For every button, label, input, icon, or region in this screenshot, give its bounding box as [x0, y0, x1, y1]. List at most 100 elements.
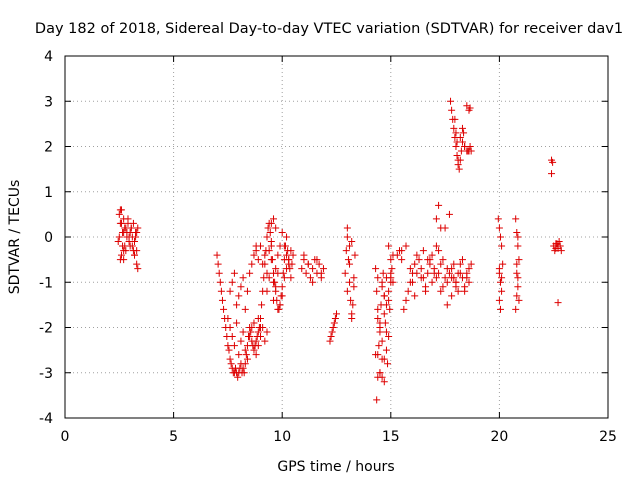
y-tick-label: -1	[39, 275, 53, 291]
data-point	[375, 342, 383, 350]
data-point	[239, 328, 247, 336]
data-point	[385, 287, 393, 295]
data-point	[386, 305, 394, 313]
data-point	[280, 274, 288, 282]
data-point	[226, 355, 234, 363]
data-point	[456, 260, 464, 268]
data-point	[120, 256, 128, 264]
data-point	[235, 351, 243, 359]
data-point	[461, 143, 469, 150]
data-point	[348, 238, 356, 246]
data-point	[388, 265, 396, 273]
data-point	[452, 129, 460, 137]
data-point	[315, 260, 323, 268]
data-point	[226, 324, 234, 331]
data-point	[275, 305, 283, 313]
data-point	[495, 296, 503, 304]
data-point	[378, 283, 386, 291]
data-point	[228, 333, 236, 341]
data-point	[125, 233, 133, 241]
data-point	[254, 314, 262, 322]
data-point	[226, 287, 234, 295]
data-point	[289, 251, 297, 259]
data-point	[227, 360, 235, 368]
data-point	[387, 256, 395, 264]
data-point	[123, 228, 131, 236]
data-point	[554, 299, 562, 307]
data-point	[225, 346, 233, 354]
data-point	[373, 396, 381, 404]
data-point	[404, 287, 412, 295]
data-point	[435, 247, 443, 255]
data-point	[419, 247, 427, 255]
data-point	[456, 133, 464, 141]
data-point	[319, 265, 327, 273]
data-point	[131, 238, 139, 246]
data-point	[283, 251, 291, 259]
data-point	[350, 283, 358, 291]
data-point	[242, 351, 250, 359]
data-point	[278, 283, 286, 291]
data-point	[258, 301, 266, 309]
data-point	[450, 260, 458, 268]
data-point	[496, 278, 504, 286]
data-point	[346, 260, 354, 268]
data-point	[283, 233, 291, 241]
data-point	[389, 278, 397, 286]
data-point	[402, 242, 410, 250]
data-point	[343, 224, 351, 232]
data-point	[347, 296, 355, 304]
data-point	[496, 305, 504, 313]
data-point	[131, 251, 139, 259]
data-point	[400, 305, 408, 313]
data-point	[214, 260, 222, 268]
data-point	[218, 296, 226, 304]
data-point	[380, 292, 388, 300]
data-point	[283, 265, 291, 273]
data-point	[382, 346, 390, 354]
data-point	[376, 319, 384, 327]
data-point	[467, 260, 475, 268]
data-point	[428, 251, 436, 259]
data-point	[422, 287, 430, 295]
data-point	[120, 247, 128, 255]
data-point	[228, 278, 236, 286]
data-point	[454, 156, 462, 164]
data-point	[514, 233, 522, 241]
data-point	[514, 242, 522, 250]
data-point	[285, 256, 293, 264]
data-point	[411, 292, 419, 300]
data-point	[452, 143, 460, 150]
data-point	[270, 215, 278, 223]
data-point	[309, 278, 317, 286]
data-point	[252, 351, 260, 359]
data-point	[254, 256, 262, 264]
data-point	[385, 242, 393, 250]
y-tick-label: 1	[44, 185, 53, 201]
x-axis-label: GPS time / hours	[277, 459, 394, 475]
data-point	[376, 328, 384, 336]
y-tick-label: -2	[39, 321, 53, 337]
data-point	[241, 360, 249, 368]
axis-ticks: 0 5 10 15 20 25 -4 -3 -2 -1 0 1 2 3 4	[39, 49, 617, 445]
data-point	[498, 287, 506, 295]
data-point	[313, 256, 321, 264]
data-point	[241, 346, 249, 354]
data-point	[239, 274, 247, 282]
data-point	[234, 373, 242, 381]
data-point	[465, 265, 473, 273]
data-point	[343, 233, 351, 241]
y-tick-label: 4	[44, 49, 53, 65]
data-point	[343, 287, 351, 295]
data-point	[382, 274, 390, 282]
data-point	[129, 247, 137, 255]
data-point	[121, 242, 129, 250]
y-tick-label: 3	[44, 94, 53, 110]
data-point	[328, 328, 336, 336]
data-point	[372, 265, 380, 273]
plot-frame	[64, 55, 609, 419]
data-point	[220, 305, 228, 313]
data-point	[116, 219, 124, 227]
data-point	[114, 238, 122, 246]
